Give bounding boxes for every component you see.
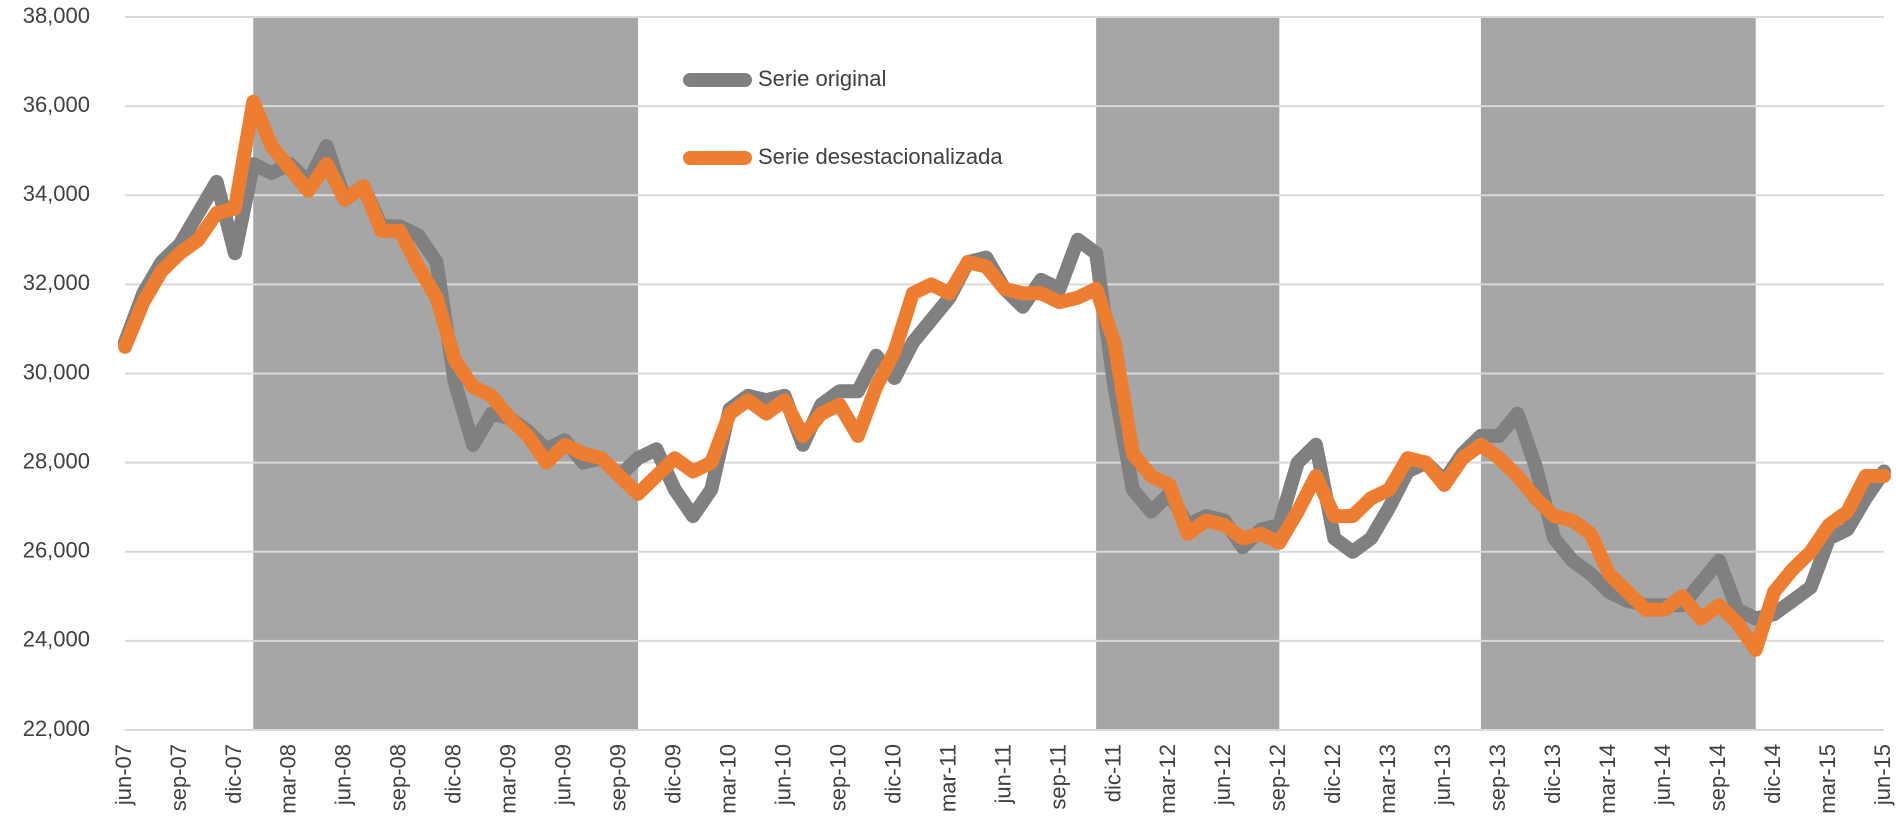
x-tick-label: dic-07 <box>221 744 246 804</box>
x-tick-label: dic-10 <box>880 744 905 804</box>
x-tick-label: mar-13 <box>1375 744 1400 814</box>
x-tick-label: mar-10 <box>715 744 740 814</box>
legend-label: Serie desestacionalizada <box>758 144 1003 169</box>
y-tick-label: 26,000 <box>23 538 90 563</box>
y-tick-label: 30,000 <box>23 359 90 384</box>
x-tick-label: mar-11 <box>935 744 960 812</box>
x-tick-label: mar-08 <box>276 744 301 814</box>
x-tick-label: jun-15 <box>1870 744 1895 806</box>
x-tick-label: mar-14 <box>1595 744 1620 814</box>
x-tick-label: mar-09 <box>496 744 521 814</box>
x-tick-label: jun-09 <box>551 744 576 806</box>
y-tick-label: 36,000 <box>23 92 90 117</box>
x-tick-label: sep-08 <box>386 744 411 811</box>
legend-label: Serie original <box>758 66 886 91</box>
y-tick-label: 22,000 <box>23 716 90 741</box>
y-tick-label: 38,000 <box>23 3 90 28</box>
x-tick-label: dic-09 <box>661 744 686 804</box>
x-tick-label: jun-12 <box>1210 744 1235 806</box>
y-tick-label: 32,000 <box>23 270 90 295</box>
x-tick-label: sep-09 <box>606 744 631 811</box>
x-tick-label: dic-13 <box>1540 744 1565 804</box>
x-tick-label: dic-14 <box>1760 744 1785 804</box>
x-tick-label: sep-13 <box>1485 744 1510 811</box>
series-line <box>118 94 1891 657</box>
x-tick-label: sep-12 <box>1265 744 1290 811</box>
x-tick-label: sep-07 <box>166 744 191 811</box>
x-tick-label: dic-11 <box>1100 744 1125 802</box>
x-tick-label: jun-10 <box>770 744 795 806</box>
x-tick-label: mar-15 <box>1815 744 1840 814</box>
y-tick-label: 28,000 <box>23 448 90 473</box>
x-tick-label: dic-12 <box>1320 744 1345 804</box>
x-tick-label: jun-14 <box>1650 744 1675 806</box>
x-tick-label: jun-07 <box>111 744 136 806</box>
y-tick-label: 24,000 <box>23 627 90 652</box>
x-tick-label: sep-11 <box>1045 744 1070 810</box>
x-tick-label: jun-13 <box>1430 744 1455 806</box>
x-tick-label: sep-14 <box>1705 744 1730 811</box>
x-tick-label: jun-08 <box>331 744 356 806</box>
x-tick-label: sep-10 <box>825 744 850 811</box>
x-tick-label: jun-11 <box>990 744 1015 805</box>
x-tick-label: dic-08 <box>441 744 466 804</box>
y-tick-label: 34,000 <box>23 181 90 206</box>
x-tick-label: mar-12 <box>1155 744 1180 814</box>
